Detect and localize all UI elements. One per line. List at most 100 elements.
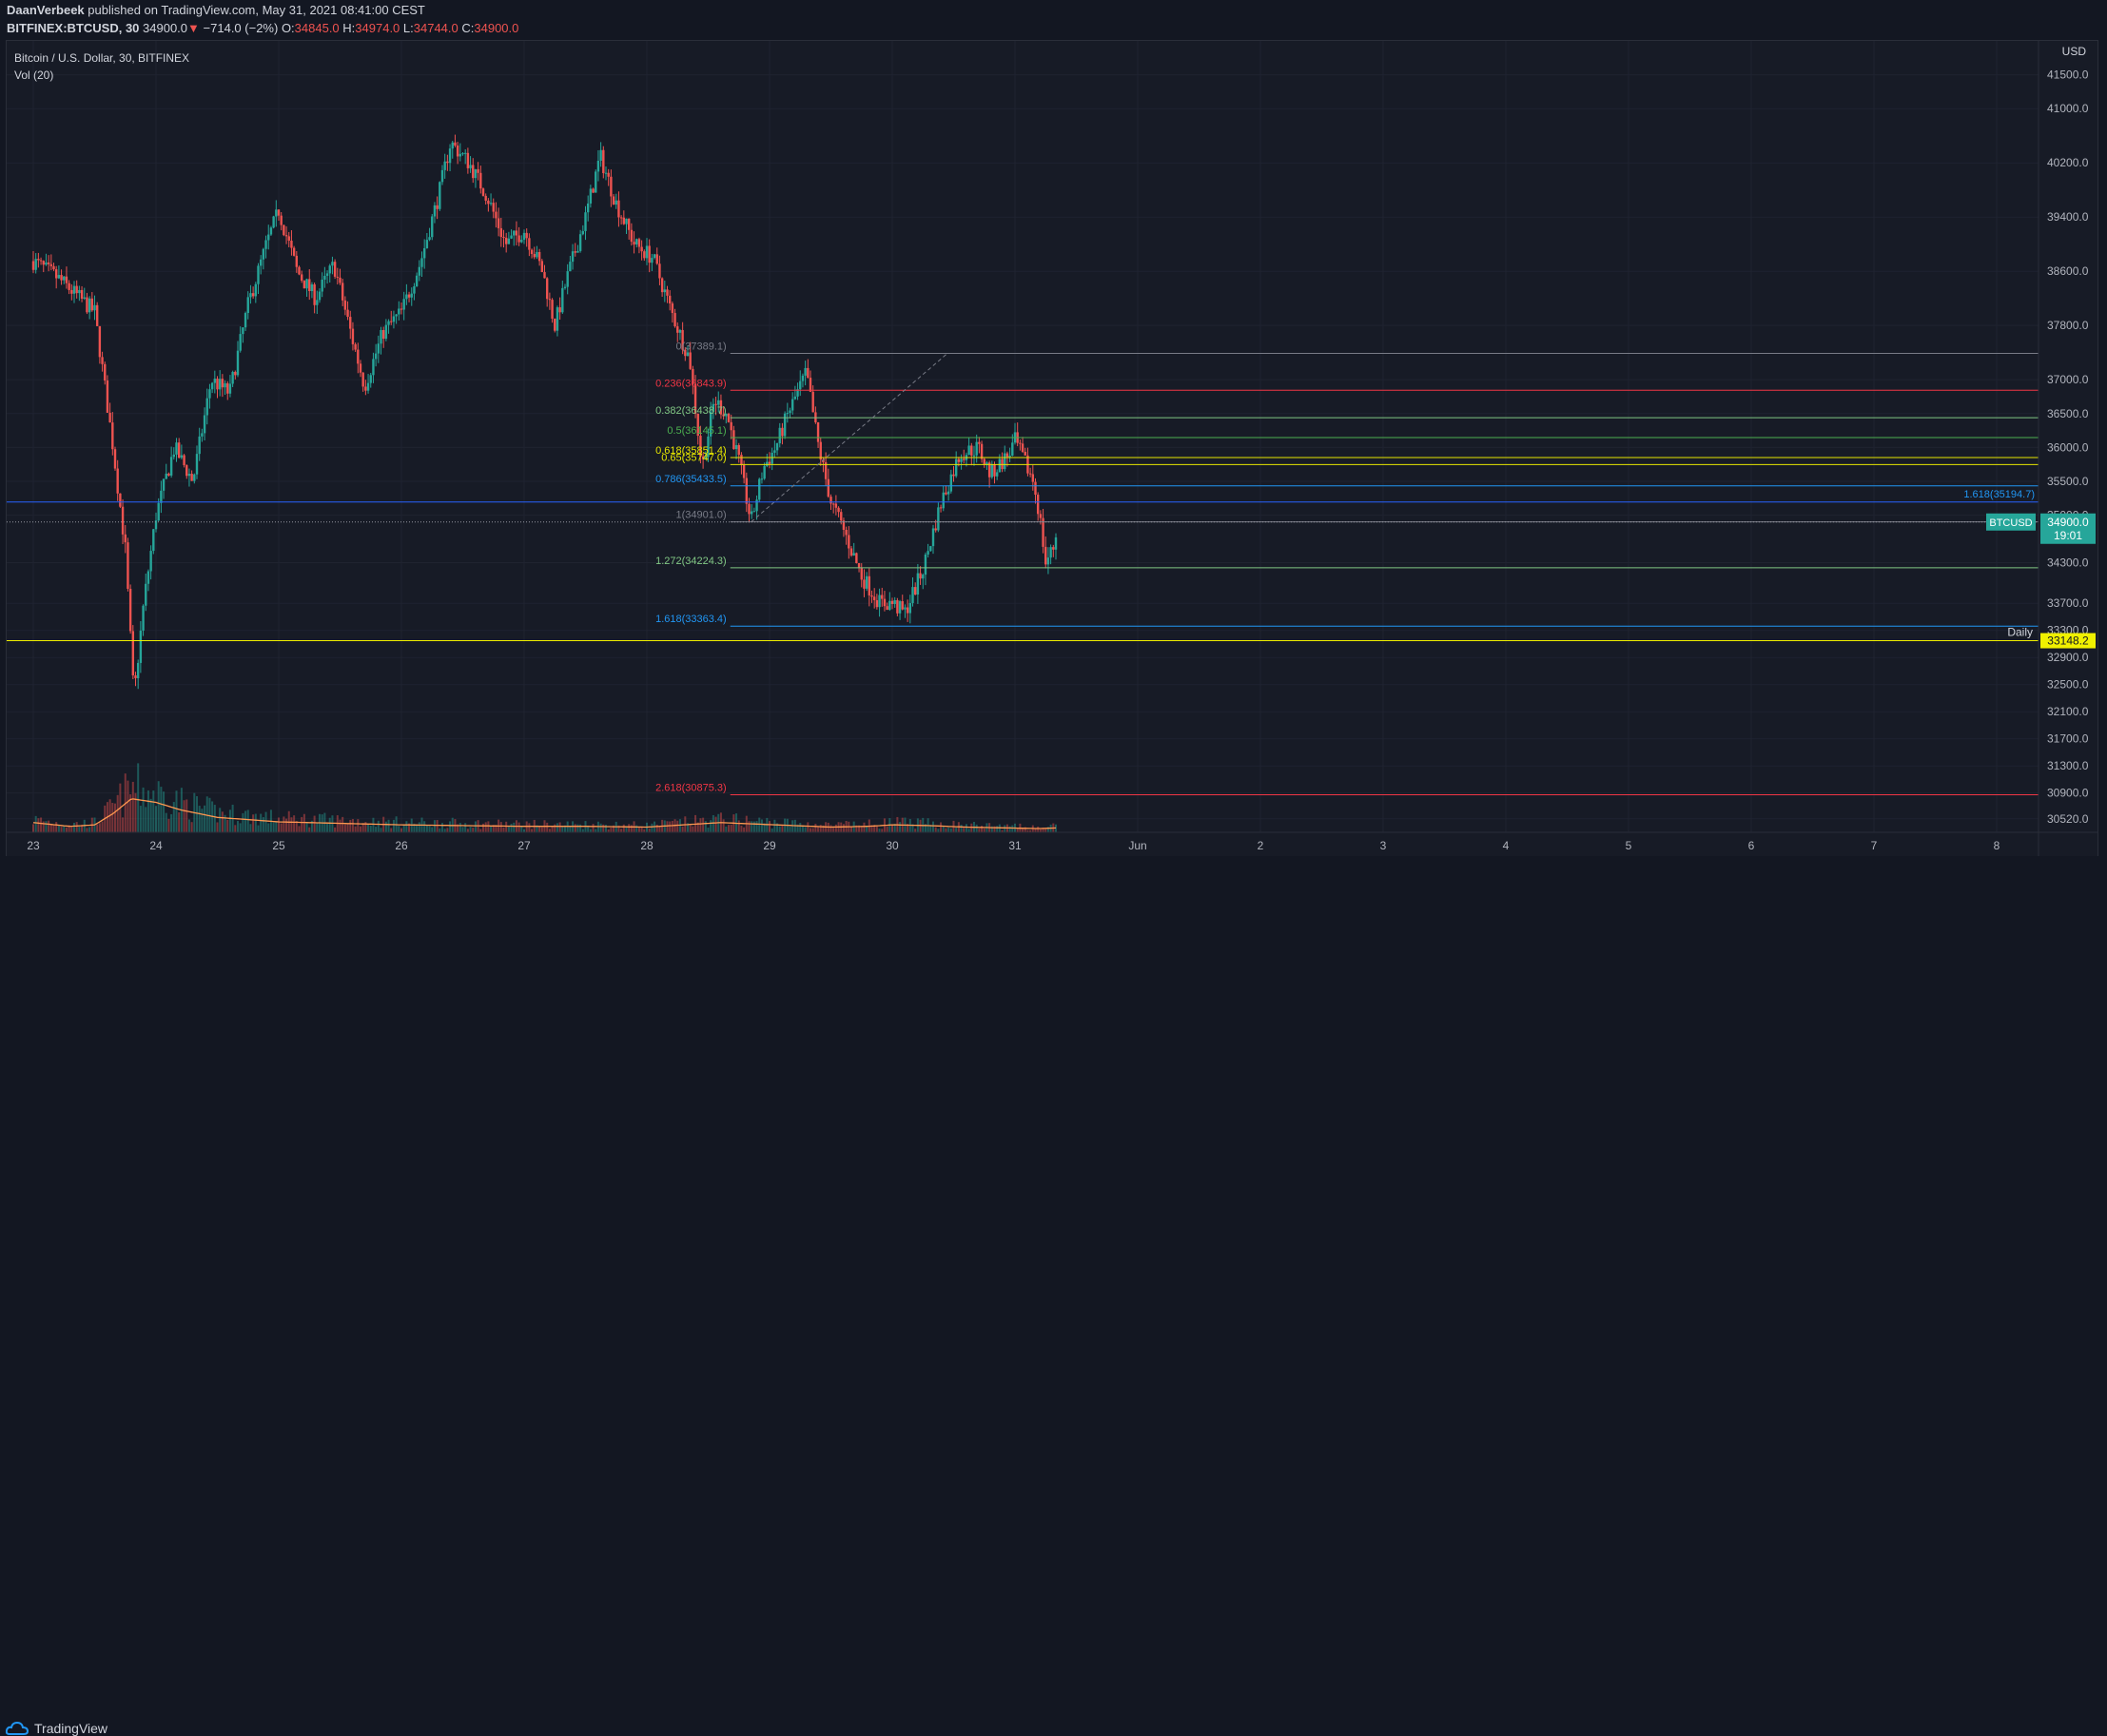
volume-bar <box>375 827 378 832</box>
volume-bar <box>372 817 375 832</box>
volume-bar <box>68 825 70 832</box>
candle <box>499 227 503 238</box>
candle <box>359 363 362 373</box>
volume-bar <box>221 811 224 832</box>
volume-bar <box>970 823 973 832</box>
volume-bar <box>237 821 239 832</box>
candle <box>596 161 600 172</box>
price-chart[interactable]: 0(37389.1) 0.236(36843.9) 0.382(36438.7) 0.… <box>7 41 2097 857</box>
volume-bar <box>929 825 932 832</box>
candle <box>210 382 214 390</box>
volume-bar <box>295 821 298 832</box>
volume-bar <box>513 822 516 832</box>
candle <box>678 330 682 333</box>
volume-bar <box>361 823 364 832</box>
volume-bar <box>228 809 231 832</box>
volume-bar <box>98 823 101 832</box>
volume-bar <box>814 823 817 832</box>
volume-bar <box>326 822 329 832</box>
volume-bar <box>260 813 263 832</box>
candle <box>280 215 283 225</box>
volume-bar <box>556 823 558 832</box>
volume-indicator-label[interactable]: Vol (20) <box>14 68 53 82</box>
volume-bar <box>357 819 360 832</box>
candle <box>993 464 996 477</box>
candle <box>734 444 738 450</box>
volume-bar <box>617 825 620 832</box>
fib-trend-line[interactable] <box>751 353 948 523</box>
candle <box>221 379 224 388</box>
volume-bar <box>204 805 206 832</box>
candle <box>840 512 843 521</box>
candle <box>945 492 947 495</box>
candle <box>1031 474 1035 482</box>
candle <box>939 507 943 509</box>
y-tick-label: 41500.0 <box>2047 68 2089 82</box>
candle <box>790 399 794 411</box>
volume-bar <box>983 828 985 832</box>
volume-bar <box>70 827 73 832</box>
candle <box>187 474 191 477</box>
volume-bar <box>967 829 970 832</box>
volume-bar <box>1046 827 1049 832</box>
candle <box>183 455 185 466</box>
candle <box>855 553 858 563</box>
candle <box>537 251 541 262</box>
volume-bar <box>834 824 837 832</box>
volume-bar <box>722 819 725 832</box>
candle <box>831 503 835 505</box>
y-tick-label: 31700.0 <box>2047 732 2089 746</box>
candle <box>890 600 894 604</box>
candle <box>901 601 904 610</box>
volume-bar <box>178 811 181 832</box>
volume-bar <box>45 821 48 832</box>
symbol-tag-text: BTCUSD <box>1989 517 2032 529</box>
candle <box>1028 473 1032 475</box>
candle <box>517 235 520 243</box>
candle <box>80 289 84 299</box>
volume-bar <box>893 823 896 832</box>
volume-bar <box>339 819 341 832</box>
candle <box>714 403 717 405</box>
volume-bar <box>145 807 147 832</box>
candle <box>313 284 316 305</box>
candle <box>354 343 357 350</box>
author-name[interactable]: DaanVerbeek <box>7 3 85 17</box>
volume-bar <box>743 827 746 832</box>
candle <box>63 276 66 281</box>
candle <box>625 218 628 224</box>
volume-bar <box>728 825 730 832</box>
candle <box>875 599 879 608</box>
volume-bar <box>78 826 81 832</box>
candle <box>946 491 950 495</box>
candle <box>415 275 419 286</box>
volume-bar <box>360 826 361 832</box>
tradingview-logo[interactable]: TradingView <box>6 1721 107 1736</box>
currency-label[interactable]: USD <box>2062 45 2087 58</box>
candle <box>398 308 400 315</box>
chart-area[interactable]: 0(37389.1) 0.236(36843.9) 0.382(36438.7) 0.… <box>6 40 2098 858</box>
volume-bar <box>185 799 188 832</box>
candle <box>635 239 638 245</box>
volume-bar <box>201 809 204 832</box>
volume-bar <box>152 790 155 832</box>
volume-bar <box>213 805 216 832</box>
candle <box>160 490 163 503</box>
candle <box>198 436 201 455</box>
volume-bar <box>86 828 88 832</box>
volume-ma <box>32 798 1057 829</box>
last-price: 34900.0 <box>143 21 188 35</box>
volume-bar <box>758 817 761 832</box>
volume-bar <box>457 824 459 832</box>
candle <box>49 263 53 266</box>
volume-bar <box>487 821 490 832</box>
volume-bar <box>398 826 400 832</box>
candle <box>719 400 723 415</box>
candle <box>116 468 119 494</box>
candle <box>571 251 575 263</box>
candle <box>957 458 961 462</box>
volume-bar <box>280 823 283 832</box>
low-label: L: <box>402 21 414 35</box>
candle <box>837 507 840 513</box>
volume-bar <box>592 824 595 832</box>
